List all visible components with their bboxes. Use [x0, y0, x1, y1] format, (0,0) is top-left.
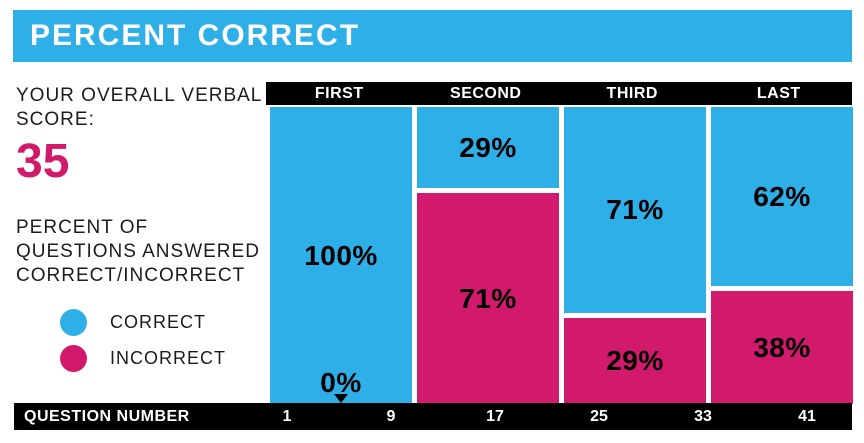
stacked-bar-chart: 100% 0% 29% 71% 71% 29% 62% 38%: [270, 107, 853, 404]
correct-percent-label: 29%: [459, 131, 517, 163]
question-number-tick: 9: [386, 408, 396, 425]
bar-segment-incorrect: 38%: [711, 291, 853, 404]
bar-segment-correct: 62%: [711, 107, 853, 292]
column-header-second: SECOND: [450, 84, 522, 102]
column-first: 100% 0%: [270, 107, 412, 404]
correct-percent-label: 100%: [304, 239, 378, 271]
incorrect-dot-icon: [60, 345, 87, 372]
question-number-axis: QUESTION NUMBER 1 9 17 25 33 41: [14, 403, 852, 430]
correct-dot-icon: [60, 309, 87, 336]
column-header-last: LAST: [756, 84, 801, 102]
column-header-first: FIRST: [314, 84, 364, 102]
question-number-tick: 17: [486, 408, 504, 425]
page-title-bar: PERCENT CORRECT: [13, 10, 852, 62]
overall-score-value: 35: [16, 135, 70, 188]
zero-incorrect-marker: 0%: [270, 369, 412, 403]
chart-description: PERCENT OF QUESTIONS ANSWERED CORRECT/IN…: [16, 217, 260, 286]
legend-label-incorrect: INCORRECT: [110, 348, 226, 368]
question-number-tick: 25: [590, 408, 608, 425]
down-triangle-icon: [334, 394, 348, 403]
x-axis-title: QUESTION NUMBER: [24, 408, 190, 425]
legend-label-correct: CORRECT: [110, 312, 206, 332]
bar-segment-correct: 29%: [417, 107, 559, 194]
quarter-header-bar: FIRST SECOND THIRD LAST: [266, 82, 852, 105]
incorrect-percent-label: 38%: [753, 331, 811, 363]
column-second: 29% 71%: [417, 107, 559, 404]
correct-percent-label: 71%: [606, 193, 664, 225]
bar-segment-incorrect: 71%: [417, 193, 559, 404]
question-number-tick: 33: [694, 408, 712, 425]
legend-item-incorrect: INCORRECT: [60, 345, 226, 372]
overall-score-label: YOUR OVERALL VERBAL SCORE:: [16, 85, 262, 130]
column-third: 71% 29%: [564, 107, 706, 404]
question-number-tick: 41: [798, 408, 816, 425]
correct-percent-label: 62%: [753, 180, 811, 212]
page-title: PERCENT CORRECT: [30, 19, 361, 52]
column-last: 62% 38%: [711, 107, 853, 404]
incorrect-percent-label: 71%: [459, 282, 517, 314]
incorrect-percent-label: 29%: [606, 344, 664, 376]
bar-segment-correct: 100% 0%: [270, 107, 412, 404]
legend-item-correct: CORRECT: [60, 309, 206, 336]
incorrect-percent-label: 0%: [320, 367, 362, 398]
question-number-tick: 1: [282, 408, 292, 425]
bar-segment-incorrect: 29%: [564, 317, 706, 404]
column-header-third: THIRD: [606, 84, 658, 102]
bar-segment-correct: 71%: [564, 107, 706, 318]
